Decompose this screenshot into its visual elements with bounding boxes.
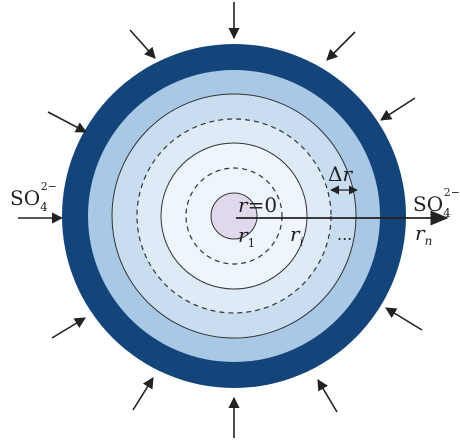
ri-label: ri [290,222,304,249]
arrow-icon [380,97,416,121]
ellipsis-label: ... [337,225,352,244]
core-region [210,192,258,240]
so4-label-right: SO42− [413,186,460,220]
arrow-icon [51,317,86,339]
arrow-icon [326,31,356,61]
arrow-icon [129,29,156,59]
arrow-icon [317,379,338,413]
r1-label: r1 [238,223,255,250]
delta-r-label: Δr [328,162,353,186]
arrow-icon [47,111,87,133]
rn-label: rn [415,221,432,248]
so4-label-left: SO42− [10,180,57,214]
arrow-icon [385,307,423,331]
r-zero-label: r=0 [238,193,277,217]
inward-arrows [18,2,423,438]
arrow-icon [132,377,154,411]
dashed-ring-inner [185,167,283,265]
